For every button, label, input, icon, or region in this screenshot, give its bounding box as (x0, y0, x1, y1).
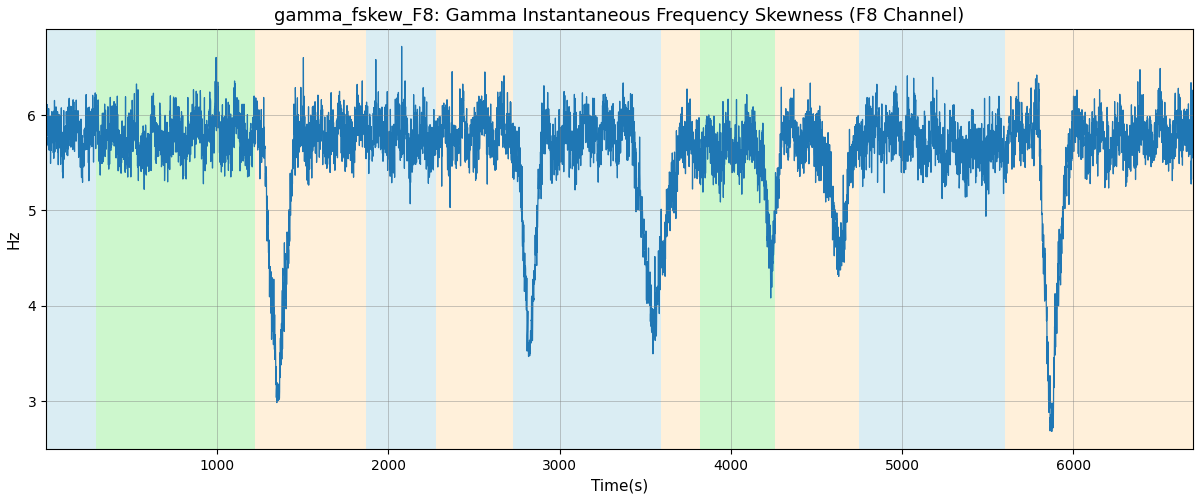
Bar (775, 30, 859, 449)
Bar (1004, 30, 1193, 449)
Bar (437, 30, 514, 449)
Bar (46, 30, 96, 449)
Y-axis label: Hz: Hz (7, 230, 22, 249)
Bar (514, 30, 661, 449)
Bar (366, 30, 437, 449)
Bar (96, 30, 254, 449)
Bar (700, 30, 775, 449)
X-axis label: Time(s): Time(s) (590, 478, 648, 493)
Bar (661, 30, 700, 449)
Title: gamma_fskew_F8: Gamma Instantaneous Frequency Skewness (F8 Channel): gamma_fskew_F8: Gamma Instantaneous Freq… (275, 7, 965, 25)
Bar (859, 30, 1004, 449)
Bar (254, 30, 366, 449)
